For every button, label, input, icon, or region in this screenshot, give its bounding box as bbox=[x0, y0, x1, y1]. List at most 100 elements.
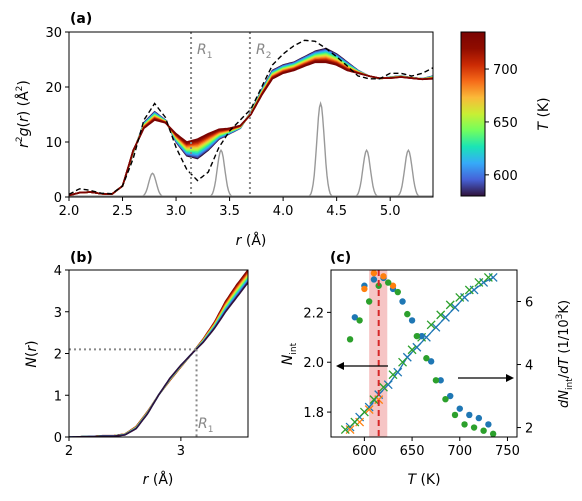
panel-c-dot-marker bbox=[480, 427, 487, 434]
panel-a-xlabel: r (Å) bbox=[236, 232, 267, 249]
panel-c-x-marker bbox=[379, 382, 388, 392]
panel-b-y-tick-label: 3 bbox=[54, 306, 62, 321]
panel-c-x-marker bbox=[340, 425, 350, 434]
panel-c-x-tick-label: 650 bbox=[400, 444, 425, 459]
panel-c-dot-marker bbox=[418, 332, 425, 340]
panel-c-dot-marker bbox=[475, 414, 483, 422]
panel-c-dot-marker bbox=[389, 282, 397, 289]
panel-a-y-tick-label: 10 bbox=[45, 136, 62, 151]
panel-b-x-tick-label: 3 bbox=[177, 444, 185, 459]
panel-a-x-tick-label: 2.0 bbox=[59, 204, 80, 219]
panel-b-curve-632 bbox=[69, 277, 248, 437]
panel-b-y-tick-label: 2 bbox=[54, 348, 62, 363]
panel-c-x-marker bbox=[426, 320, 436, 330]
panel-a-curve-658 bbox=[69, 54, 433, 197]
panel-c-ylabel: Nint bbox=[280, 342, 299, 365]
panel-b-curve-670 bbox=[69, 274, 248, 437]
panel-b-y-tick-label: 1 bbox=[54, 389, 62, 404]
panel-a-x-tick-label: 4.5 bbox=[326, 204, 347, 219]
panel-c-x-marker bbox=[412, 342, 422, 352]
panel-c-x-marker bbox=[398, 357, 407, 367]
left-arrow-head bbox=[336, 362, 344, 370]
panel-c-x-marker bbox=[364, 405, 374, 415]
panel-a-curve-602 bbox=[69, 49, 433, 197]
panel-c-x-marker bbox=[436, 310, 446, 320]
panel-a-x-tick-label: 2.5 bbox=[112, 204, 133, 219]
panel-c-dot-marker bbox=[404, 310, 411, 318]
panel-c-dot-marker bbox=[461, 421, 468, 428]
r1-label-b: R1 bbox=[198, 416, 213, 435]
panel-a-curve-724 bbox=[69, 60, 433, 197]
panel-c-y-tick-label: 1.8 bbox=[303, 406, 324, 421]
panel-c-x-marker bbox=[388, 370, 398, 380]
panel-b-x-tick-label: 2 bbox=[65, 444, 73, 459]
panel-a-dashed-curve bbox=[69, 39, 433, 195]
panel-c-dot-marker bbox=[385, 279, 392, 286]
panel-b-curve-658 bbox=[69, 275, 248, 437]
panel-c-fit-line bbox=[349, 276, 494, 428]
panel-a: 2.0 2.5 3.0 3.5 4.0 4.5 5.0 0 10 20 30 r (Å) r2g(… bbox=[15, 26, 434, 249]
panel-c-x-marker bbox=[464, 285, 474, 295]
panel-c-dot-marker bbox=[394, 288, 401, 296]
panel-c-x-marker bbox=[369, 395, 379, 405]
r1-label-a: R1 bbox=[197, 42, 212, 61]
panel-c-dot-marker bbox=[380, 273, 387, 280]
panel-a-y-tick-label: 20 bbox=[45, 81, 62, 96]
panel-b-curve-709 bbox=[69, 271, 248, 437]
panel-c-dot-marker bbox=[356, 317, 363, 324]
panel-b-curve-722 bbox=[69, 270, 248, 437]
panel-b-label: (b) bbox=[70, 250, 93, 266]
panel-c-dot-marker bbox=[399, 298, 406, 305]
panel-c-x-marker bbox=[407, 345, 417, 355]
panel-c-x-marker bbox=[431, 322, 441, 332]
panel-a-x-tick-label: 4.0 bbox=[273, 204, 294, 219]
panel-c-dot-marker bbox=[437, 377, 444, 384]
panel-a-x-tick-label: 5.0 bbox=[380, 204, 401, 219]
panel-c-x-marker bbox=[445, 300, 455, 310]
panel-c: 600 650 700 750 1.8 2.0 2.2 2 4 6 T (K) Nint dN… bbox=[280, 269, 575, 488]
panel-a-curve-580 bbox=[69, 47, 433, 197]
panel-c-dot-marker bbox=[413, 332, 421, 340]
colorbar: 600 650 700 T (K) bbox=[460, 31, 552, 197]
panel-a-grey-peak-5 bbox=[392, 148, 425, 197]
panel-c-dot-marker bbox=[346, 336, 354, 343]
panel-a-ylabel: r2g(r) (Å2) bbox=[15, 80, 32, 148]
panel-c-dot-marker bbox=[423, 355, 430, 362]
panel-a-x-tick-label: 3.5 bbox=[219, 204, 240, 219]
r2-label-a: R2 bbox=[256, 42, 271, 61]
panel-a-curve-635 bbox=[69, 52, 433, 197]
panel-c-dot-marker bbox=[432, 377, 440, 384]
panel-a-label: (a) bbox=[70, 11, 92, 27]
panel-a-curve-735 bbox=[69, 61, 433, 197]
panel-c-dot-marker bbox=[365, 298, 373, 305]
panel-b-ylabel: N(r) bbox=[24, 340, 40, 367]
colorbar-tick-label: 700 bbox=[493, 63, 518, 78]
panel-c-x-marker bbox=[383, 380, 393, 390]
panel-a-curve-613 bbox=[69, 50, 433, 197]
right-arrow-head bbox=[506, 374, 514, 382]
panel-c-dot-marker bbox=[370, 276, 378, 283]
panel-a-curve-713 bbox=[69, 59, 433, 197]
panel-b-y-tick-label: 0 bbox=[54, 431, 62, 446]
panel-c-x-marker bbox=[359, 407, 369, 417]
panel-b: 2 3 0 1 2 3 4 r (Å) N(r) R1 bbox=[24, 264, 249, 488]
panel-b-curve-696 bbox=[69, 272, 248, 437]
panel-c-x-marker bbox=[441, 312, 450, 322]
panel-b-xlabel: r (Å) bbox=[143, 471, 174, 488]
panel-a-curve-702 bbox=[69, 58, 433, 197]
panel-c-dot-marker bbox=[470, 424, 478, 431]
panel-b-curve-645 bbox=[69, 276, 248, 437]
panel-c-ylabel-right: dNint/dT (1/103K) bbox=[555, 300, 575, 408]
colorbar-gradient bbox=[460, 31, 486, 197]
panel-a-y-tick-label: 30 bbox=[45, 26, 62, 41]
panel-c-dot-marker bbox=[489, 430, 497, 437]
panel-c-x-tick-label: 600 bbox=[352, 444, 377, 459]
panel-c-dot-marker bbox=[351, 314, 359, 321]
colorbar-tick-label: 600 bbox=[493, 169, 518, 184]
panel-c-x-marker bbox=[450, 302, 460, 312]
panel-b-y-tick-label: 4 bbox=[54, 264, 62, 279]
panel-a-x-tick-label: 3.0 bbox=[166, 204, 187, 219]
panel-b-curve-593 bbox=[69, 281, 248, 437]
panel-c-x-tick-label: 750 bbox=[495, 444, 520, 459]
panel-c-x-tick-label: 700 bbox=[447, 444, 472, 459]
